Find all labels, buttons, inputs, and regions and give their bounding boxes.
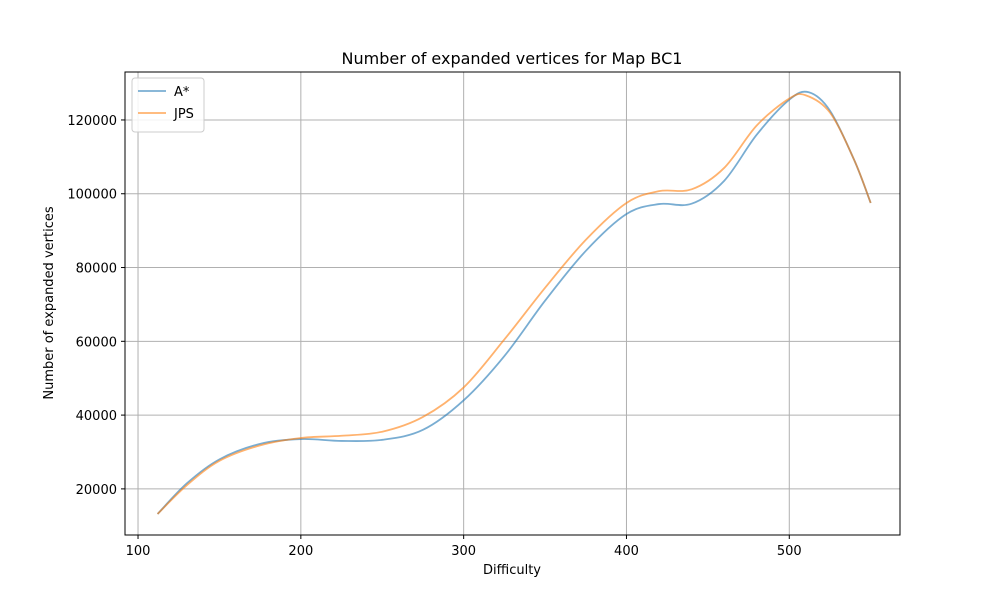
y-axis-label: Number of expanded vertices bbox=[42, 206, 57, 399]
series-group bbox=[156, 90, 872, 515]
plot-frame bbox=[124, 71, 901, 536]
x-axis: 100 200 300 400 500 bbox=[126, 535, 802, 559]
y-tick-label: 120000 bbox=[67, 114, 117, 129]
y-tick-label: 40000 bbox=[76, 409, 117, 424]
x-tick-label: 100 bbox=[126, 544, 151, 559]
legend-label: A* bbox=[174, 85, 190, 100]
chart-title: Number of expanded vertices for Map BC1 bbox=[342, 49, 683, 68]
y-tick-label: 100000 bbox=[67, 188, 117, 203]
x-tick-label: 200 bbox=[288, 544, 313, 559]
x-axis-label: Difficulty bbox=[483, 563, 541, 578]
y-tick-label: 80000 bbox=[76, 262, 117, 277]
y-axis: 20000 40000 60000 80000 100000 120000 bbox=[67, 114, 125, 498]
legend: A* JPS bbox=[131, 77, 205, 133]
series-line-a-star bbox=[156, 90, 872, 515]
y-tick-label: 20000 bbox=[76, 483, 117, 498]
legend-box bbox=[131, 77, 205, 133]
grid bbox=[125, 72, 900, 535]
y-tick-label: 60000 bbox=[76, 335, 117, 350]
series-line-jps bbox=[156, 93, 872, 515]
x-tick-label: 400 bbox=[614, 544, 639, 559]
x-tick-label: 500 bbox=[777, 544, 802, 559]
legend-label: JPS bbox=[173, 107, 194, 122]
x-tick-label: 300 bbox=[451, 544, 476, 559]
